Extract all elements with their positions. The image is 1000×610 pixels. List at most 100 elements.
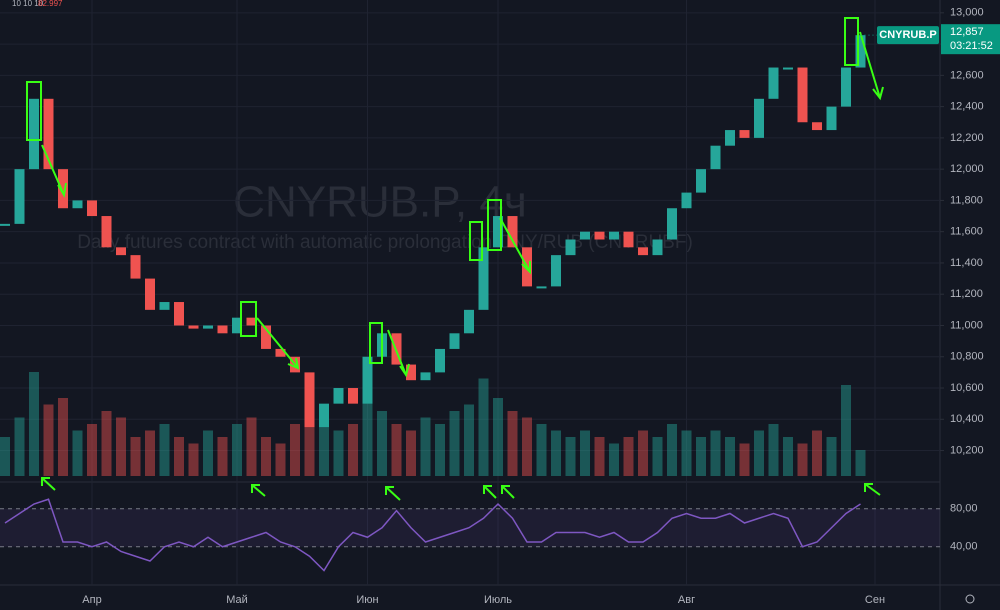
volume-bar [812, 430, 822, 476]
candle [217, 325, 228, 334]
watermark-title: CNYRUB.P, 4ч [233, 178, 527, 227]
candle [275, 348, 286, 357]
candle [565, 239, 576, 256]
candle [464, 309, 474, 334]
watermark-subtitle: Daily futures contract with automatic pr… [77, 232, 693, 253]
candle [0, 223, 10, 226]
volume-bar [768, 424, 779, 476]
candle [681, 192, 692, 209]
volume-bar [217, 437, 228, 476]
rsi-tick-label: 40,00 [950, 541, 978, 553]
x-tick-label: Май [226, 594, 248, 606]
x-tick-label: Сен [865, 594, 885, 606]
y-tick-label: 12,400 [950, 101, 984, 113]
settings-icon[interactable] [965, 594, 975, 604]
candle [319, 403, 329, 428]
y-tick-label: 10,400 [950, 413, 984, 425]
y-tick-label: 11,400 [950, 257, 983, 269]
volume-bar [290, 424, 300, 476]
candle [507, 216, 518, 248]
candle [493, 216, 503, 248]
annotation-arrow [251, 484, 266, 497]
candle [841, 67, 851, 107]
y-tick-label: 12,600 [950, 69, 984, 81]
symbol-tag-bg [877, 26, 939, 45]
candle [710, 145, 721, 170]
candle [623, 231, 634, 248]
x-tick-label: Авг [678, 594, 695, 606]
candle [420, 372, 431, 381]
y-tick-label: 10,200 [950, 444, 984, 456]
candle [304, 372, 315, 428]
annotation-arrow [256, 317, 300, 370]
y-tick-label: 13,000 [950, 7, 984, 19]
annotation-arrow [859, 31, 884, 101]
volume-bar [609, 443, 619, 476]
volume-bar [638, 430, 648, 476]
candle [754, 98, 764, 138]
y-tick-label: 11,000 [950, 319, 983, 331]
volume-bar [652, 437, 663, 476]
candle [478, 247, 489, 310]
volume-bar [464, 404, 474, 476]
annotation-box [487, 199, 502, 251]
y-tick-label: 10,800 [950, 351, 984, 363]
candle [855, 35, 866, 68]
volume-bar [58, 398, 68, 476]
volume-bar [594, 437, 605, 476]
volume-bar [43, 404, 54, 476]
volume-bar [710, 430, 721, 476]
annotation-box [844, 17, 859, 66]
volume-bar [174, 437, 184, 476]
volume-bar [667, 424, 677, 476]
price-tag-label: 12,857 [950, 26, 984, 38]
candle [348, 388, 358, 404]
volume-bar [391, 424, 402, 476]
legend-text: 10 10 10 [12, 0, 44, 8]
candle [812, 122, 822, 131]
candle [435, 348, 445, 373]
candle [536, 286, 547, 289]
candle [116, 247, 126, 256]
annotation-arrow [385, 486, 401, 501]
candle [43, 98, 54, 170]
candle [333, 388, 344, 404]
volume-bar [101, 411, 112, 476]
volume-bar [478, 378, 489, 476]
volume-bar [145, 430, 155, 476]
volume-bar [29, 372, 39, 476]
volume-bar [261, 437, 271, 476]
volume-bar [406, 430, 416, 476]
volume-bar [855, 450, 866, 476]
volume-bar [449, 411, 460, 476]
volume-bar [580, 430, 590, 476]
candle [638, 247, 648, 256]
candle [232, 317, 242, 334]
annotation-box [26, 81, 42, 141]
candle [696, 169, 706, 193]
volume-bar [348, 424, 358, 476]
annotations [26, 17, 884, 501]
volume-bar [333, 430, 344, 476]
candle [594, 231, 605, 240]
volume-bar [87, 424, 97, 476]
annotation-arrow [864, 483, 881, 496]
volume-bar [159, 424, 170, 476]
legend-value: 82.997 [38, 0, 63, 8]
candle [551, 255, 561, 287]
x-tick-label: Апр [82, 594, 101, 606]
y-tick-label: 12,000 [950, 163, 984, 175]
rsi-tick-label: 80,00 [950, 503, 978, 515]
candle [768, 67, 779, 99]
annotation-arrow [41, 477, 56, 491]
volume-bar [435, 424, 445, 476]
volume-bar [623, 437, 634, 476]
annotation-box [469, 221, 483, 261]
y-tick-label: 10,600 [950, 382, 984, 394]
volume-bar [507, 411, 518, 476]
volume-bar [551, 430, 561, 476]
candle [72, 200, 83, 209]
volume-bar [14, 417, 25, 476]
settings-icon-ring [965, 594, 975, 604]
candle [783, 67, 793, 70]
